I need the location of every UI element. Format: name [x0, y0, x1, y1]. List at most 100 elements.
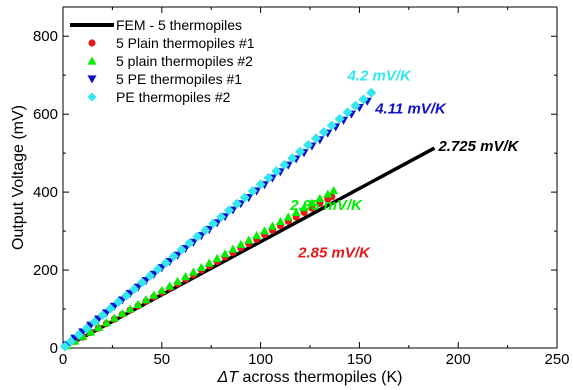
- data-point: [165, 281, 175, 290]
- data-point: [212, 253, 222, 262]
- x-tick-label: 0: [59, 351, 67, 368]
- data-point: [117, 308, 127, 317]
- data-point: [318, 127, 329, 138]
- data-point: [192, 231, 203, 242]
- data-point: [208, 218, 219, 229]
- data-point: [358, 94, 369, 105]
- y-tick-label: 0: [50, 340, 58, 357]
- x-tick-label: 50: [153, 351, 170, 368]
- data-point: [149, 290, 159, 299]
- data-point: [263, 172, 274, 183]
- data-point: [252, 230, 262, 239]
- data-point: [342, 107, 353, 118]
- data-point: [121, 290, 132, 301]
- data-point: [310, 133, 321, 144]
- data-point: [323, 189, 333, 198]
- series-2: [62, 186, 339, 350]
- legend-item: PE thermopiles #2: [87, 89, 231, 105]
- data-point: [101, 318, 111, 327]
- x-axis-title-text: across thermopiles (K): [238, 369, 403, 386]
- data-point: [267, 221, 277, 230]
- data-point: [283, 212, 293, 221]
- data-point: [176, 244, 187, 255]
- data-point: [236, 239, 246, 248]
- data-point: [188, 267, 198, 276]
- data-point: [204, 258, 214, 267]
- slope-annotation: 4.2 mV/K: [347, 67, 413, 84]
- slope-annotation: 2.95 mV/K: [289, 197, 363, 214]
- data-point: [315, 193, 325, 202]
- legend-item: 5 PE thermopiles #1: [87, 71, 242, 87]
- data-point: [303, 139, 314, 150]
- legend-label: 5 plain thermopiles #2: [116, 53, 253, 69]
- data-point: [181, 272, 191, 281]
- fem-line: [62, 146, 436, 350]
- data-point: [113, 297, 124, 308]
- data-point: [105, 303, 116, 314]
- data-point: [94, 322, 104, 331]
- slope-annotation: 2.725 mV/K: [437, 138, 519, 155]
- data-point: [287, 153, 298, 164]
- slope-annotation: 2.85 mV/K: [297, 245, 371, 262]
- data-point: [81, 323, 92, 334]
- legend-label: 5 Plain thermopiles #1: [116, 35, 255, 51]
- data-point: [184, 238, 195, 249]
- data-point: [271, 166, 282, 177]
- legend-marker: [87, 92, 97, 102]
- data-point: [129, 284, 140, 295]
- data-point: [220, 249, 230, 258]
- data-point: [160, 258, 171, 269]
- legend-marker: [87, 56, 97, 65]
- x-axis-title-symbol: ΔT: [216, 369, 239, 386]
- data-point: [329, 186, 339, 195]
- legend-marker: [88, 39, 96, 47]
- legend-label: PE thermopiles #2: [116, 89, 231, 105]
- data-point: [223, 205, 234, 216]
- data-point: [350, 100, 361, 111]
- data-point: [152, 264, 163, 275]
- legend-marker: [87, 75, 97, 84]
- data-point: [228, 244, 238, 253]
- data-point: [65, 336, 76, 347]
- y-tick-label: 200: [33, 262, 58, 279]
- data-point: [239, 192, 250, 203]
- x-tick-label: 150: [347, 351, 372, 368]
- data-point: [157, 285, 167, 294]
- legend-label: FEM - 5 thermopiles: [116, 17, 242, 33]
- data-point: [291, 207, 301, 216]
- data-point: [109, 313, 119, 322]
- data-point: [196, 262, 206, 271]
- x-tick-label: 100: [248, 351, 273, 368]
- data-point: [168, 251, 179, 262]
- legend-item: FEM - 5 thermopiles: [70, 17, 242, 33]
- y-tick-label: 400: [33, 184, 58, 201]
- slope-annotation: 4.11 mV/K: [374, 100, 447, 117]
- data-point: [89, 316, 100, 327]
- x-tick-label: 250: [544, 351, 569, 368]
- data-point: [59, 341, 70, 352]
- series-0: [62, 146, 436, 350]
- data-point: [231, 198, 242, 209]
- data-point: [144, 270, 155, 281]
- data-point: [173, 276, 183, 285]
- data-point: [137, 277, 148, 288]
- x-tick-label: 200: [446, 351, 471, 368]
- legend-item: 5 Plain thermopiles #1: [88, 35, 255, 51]
- y-tick-label: 800: [33, 28, 58, 45]
- x-axis-title: ΔT across thermopiles (K): [216, 369, 402, 386]
- data-point: [295, 146, 306, 157]
- data-point: [97, 310, 108, 321]
- series-4: [59, 87, 377, 352]
- legend-item: 5 plain thermopiles #2: [87, 53, 253, 69]
- data-point: [307, 198, 317, 207]
- data-point: [73, 329, 84, 340]
- data-point: [216, 212, 227, 223]
- y-tick-label: 600: [33, 106, 58, 123]
- data-point: [275, 216, 285, 225]
- data-point: [366, 87, 377, 98]
- data-point: [125, 304, 135, 313]
- data-point: [247, 185, 258, 196]
- data-point: [141, 295, 151, 304]
- data-point: [260, 226, 270, 235]
